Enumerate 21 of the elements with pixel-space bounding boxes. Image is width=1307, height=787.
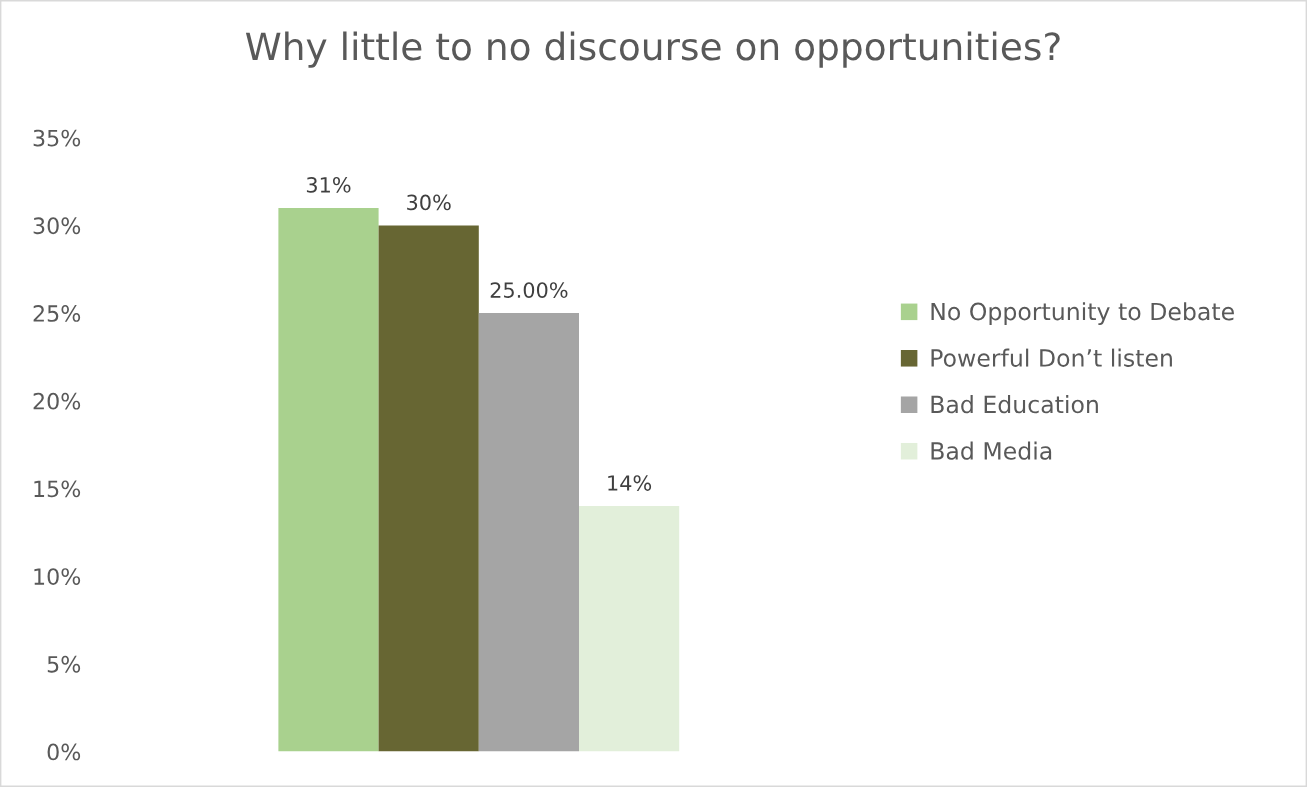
legend-label: Powerful Don’t listen <box>931 348 1172 367</box>
data-label: 25.00% <box>490 282 568 298</box>
data-label: 14% <box>608 475 652 491</box>
y-tick-label: 15% <box>34 480 81 498</box>
y-tick-label: 35% <box>33 129 81 147</box>
legend-label: Bad Media <box>931 441 1052 460</box>
y-tick-label: 0% <box>47 743 81 761</box>
legend-label: Bad Education <box>931 395 1098 414</box>
bar <box>478 313 579 752</box>
y-tick-label: 30% <box>33 217 81 235</box>
bar <box>378 225 479 752</box>
y-tick-label: 25% <box>33 305 81 322</box>
y-tick-label: 20% <box>33 392 81 410</box>
chart-title: Why little to no discourse on opportunities? <box>245 31 1060 68</box>
data-label: 30% <box>407 194 451 211</box>
legend-label: No Opportunity to Debate <box>931 302 1234 325</box>
data-label: 31% <box>306 176 351 193</box>
bar <box>278 207 379 752</box>
bar <box>579 506 680 752</box>
y-tick-label: 5% <box>47 655 81 673</box>
y-tick-label: 10% <box>34 568 81 585</box>
